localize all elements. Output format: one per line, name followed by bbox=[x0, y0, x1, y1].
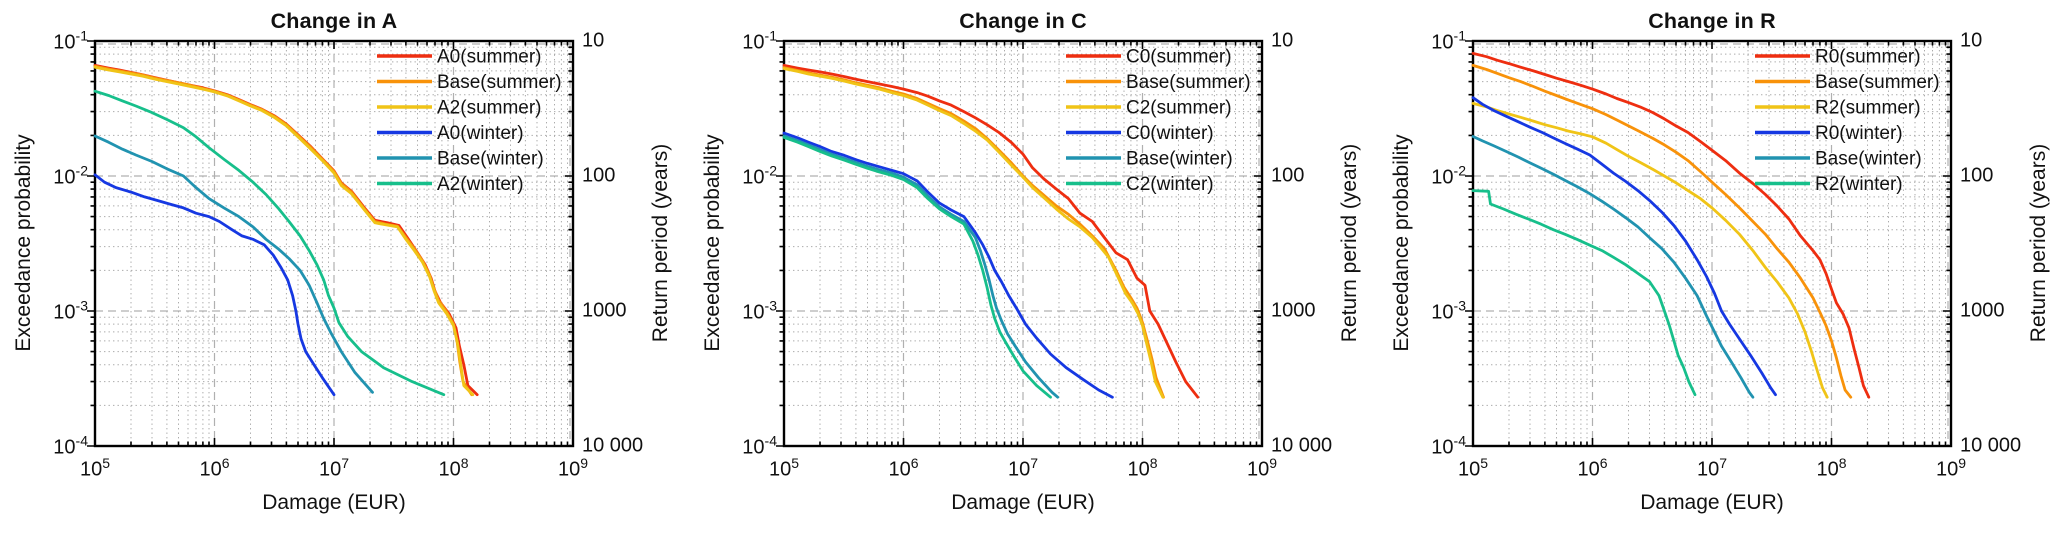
panel-title: Change in A bbox=[270, 9, 398, 33]
legend-label-C2(winter): C2(winter) bbox=[1126, 174, 1214, 195]
curve-R2(winter) bbox=[1471, 189, 1697, 397]
y-tick-label: 10-4 bbox=[1431, 432, 1466, 459]
panel-change-in-r: R0(summer) Base(summer) R2(summer) R0(winte… bbox=[1378, 0, 2067, 539]
right-tick-label: 1000 bbox=[1271, 299, 1316, 322]
plot-canvas-c: C0(summer) Base(summer) C2(summer) C0(winte… bbox=[776, 39, 1264, 448]
legend-label-A2(winter): A2(winter) bbox=[437, 174, 524, 195]
right-tick-label: 10 000 bbox=[1960, 434, 2022, 457]
x-tick-label: 106 bbox=[199, 455, 230, 481]
legend-label-R2(winter): R2(winter) bbox=[1815, 174, 1903, 195]
y-axis-label-left: Exceedance probability bbox=[1390, 134, 1413, 352]
curve-Base(summer) bbox=[1471, 64, 1853, 399]
panel-change-in-c: C0(summer) Base(summer) C2(summer) C0(winte… bbox=[689, 0, 1378, 539]
legend-label-A0(summer): A0(summer) bbox=[437, 47, 542, 68]
x-tick-label: 108 bbox=[1816, 455, 1847, 481]
y-tick-label: 10-4 bbox=[53, 432, 88, 459]
curve-R2(summer) bbox=[1471, 102, 1829, 399]
y-axis-label-left: Exceedance probability bbox=[701, 134, 724, 352]
x-tick-label: 109 bbox=[1246, 455, 1278, 481]
y-tick-label: 10-4 bbox=[742, 432, 777, 459]
legend-label-R0(summer): R0(summer) bbox=[1815, 47, 1921, 68]
legend-label-Base(summer): Base(summer) bbox=[437, 72, 562, 93]
y-tick-label: 10-2 bbox=[53, 162, 88, 189]
curve-A0(winter) bbox=[93, 173, 336, 397]
y-axis-label-right: Return period (years) bbox=[2027, 143, 2050, 343]
right-tick-label: 1000 bbox=[1960, 299, 2005, 322]
legend-label-A2(summer): A2(summer) bbox=[437, 98, 542, 119]
legend-label-C2(summer): C2(summer) bbox=[1126, 98, 1232, 119]
x-tick-label: 108 bbox=[1127, 455, 1158, 481]
legend-label-Base(winter): Base(winter) bbox=[437, 149, 544, 170]
y-tick-label: 10-2 bbox=[742, 162, 777, 189]
curve-C2(winter) bbox=[782, 136, 1052, 399]
x-tick-label: 107 bbox=[318, 455, 350, 481]
x-axis-label: Damage (EUR) bbox=[1640, 491, 1784, 514]
plot-canvas-r: R0(summer) Base(summer) R2(summer) R0(winte… bbox=[1465, 39, 1953, 448]
x-tick-label: 109 bbox=[1935, 455, 1967, 481]
legend-label-R2(summer): R2(summer) bbox=[1815, 98, 1921, 119]
curve-A2(summer) bbox=[93, 65, 475, 397]
y-tick-label: 10-3 bbox=[742, 297, 777, 324]
curve-Base(winter) bbox=[1471, 135, 1755, 399]
y-tick-label: 10-2 bbox=[1431, 162, 1466, 189]
x-tick-label: 108 bbox=[438, 455, 469, 481]
legend-label-C0(winter): C0(winter) bbox=[1126, 123, 1214, 144]
x-tick-label: 106 bbox=[888, 455, 919, 481]
y-axis-label-left: Exceedance probability bbox=[12, 134, 35, 352]
legend-label-Base(summer): Base(summer) bbox=[1126, 72, 1251, 93]
x-tick-label: 105 bbox=[768, 455, 800, 481]
y-tick-label: 10-3 bbox=[1431, 297, 1466, 324]
right-tick-label: 10 bbox=[1271, 29, 1294, 52]
right-tick-label: 10 000 bbox=[582, 434, 644, 457]
right-tick-label: 100 bbox=[1271, 164, 1305, 187]
y-axis-label-right: Return period (years) bbox=[1338, 143, 1361, 343]
y-tick-label: 10-3 bbox=[53, 297, 88, 324]
plot-border bbox=[782, 39, 1264, 448]
right-tick-label: 100 bbox=[582, 164, 616, 187]
right-tick-label: 100 bbox=[1960, 164, 1994, 187]
y-tick-label: 10-1 bbox=[53, 27, 88, 54]
right-tick-label: 10 bbox=[582, 29, 605, 52]
plot-canvas-a: A0(summer) Base(summer) A2(summer) A0(winte… bbox=[87, 39, 575, 448]
x-tick-label: 105 bbox=[1457, 455, 1489, 481]
panel-title: Change in R bbox=[1648, 9, 1776, 33]
curve-C0(summer) bbox=[782, 64, 1200, 399]
panel-change-in-a: A0(summer) Base(summer) A2(summer) A0(winte… bbox=[0, 0, 689, 539]
right-tick-label: 1000 bbox=[582, 299, 627, 322]
curve-C0(winter) bbox=[782, 131, 1114, 399]
x-tick-label: 105 bbox=[79, 455, 111, 481]
right-tick-label: 10 bbox=[1960, 29, 1983, 52]
y-tick-label: 10-1 bbox=[1431, 27, 1466, 54]
x-tick-label: 106 bbox=[1577, 455, 1608, 481]
curve-R0(summer) bbox=[1471, 52, 1871, 399]
plot-border bbox=[1471, 39, 1953, 448]
curve-Base(winter) bbox=[782, 134, 1060, 399]
curve-Base(winter) bbox=[93, 134, 374, 394]
y-axis-label-right: Return period (years) bbox=[649, 143, 672, 343]
y-tick-label: 10-1 bbox=[742, 27, 777, 54]
legend-label-A0(winter): A0(winter) bbox=[437, 123, 524, 144]
legend-label-Base(winter): Base(winter) bbox=[1815, 149, 1922, 170]
legend-label-Base(winter): Base(winter) bbox=[1126, 149, 1233, 170]
legend-label-C0(summer): C0(summer) bbox=[1126, 47, 1232, 68]
x-tick-label: 107 bbox=[1696, 455, 1728, 481]
plot-border bbox=[93, 39, 575, 448]
curve-R0(winter) bbox=[1471, 96, 1777, 397]
curve-A2(winter) bbox=[93, 89, 446, 397]
x-tick-label: 107 bbox=[1007, 455, 1039, 481]
right-tick-label: 10 000 bbox=[1271, 434, 1333, 457]
curve-C2(summer) bbox=[782, 67, 1165, 399]
panel-title: Change in C bbox=[959, 9, 1087, 33]
x-axis-label: Damage (EUR) bbox=[262, 491, 406, 514]
legend-label-Base(summer): Base(summer) bbox=[1815, 72, 1940, 93]
x-axis-label: Damage (EUR) bbox=[951, 491, 1095, 514]
x-tick-label: 109 bbox=[557, 455, 589, 481]
legend-label-R0(winter): R0(winter) bbox=[1815, 123, 1903, 144]
grid-major bbox=[1473, 41, 1951, 446]
